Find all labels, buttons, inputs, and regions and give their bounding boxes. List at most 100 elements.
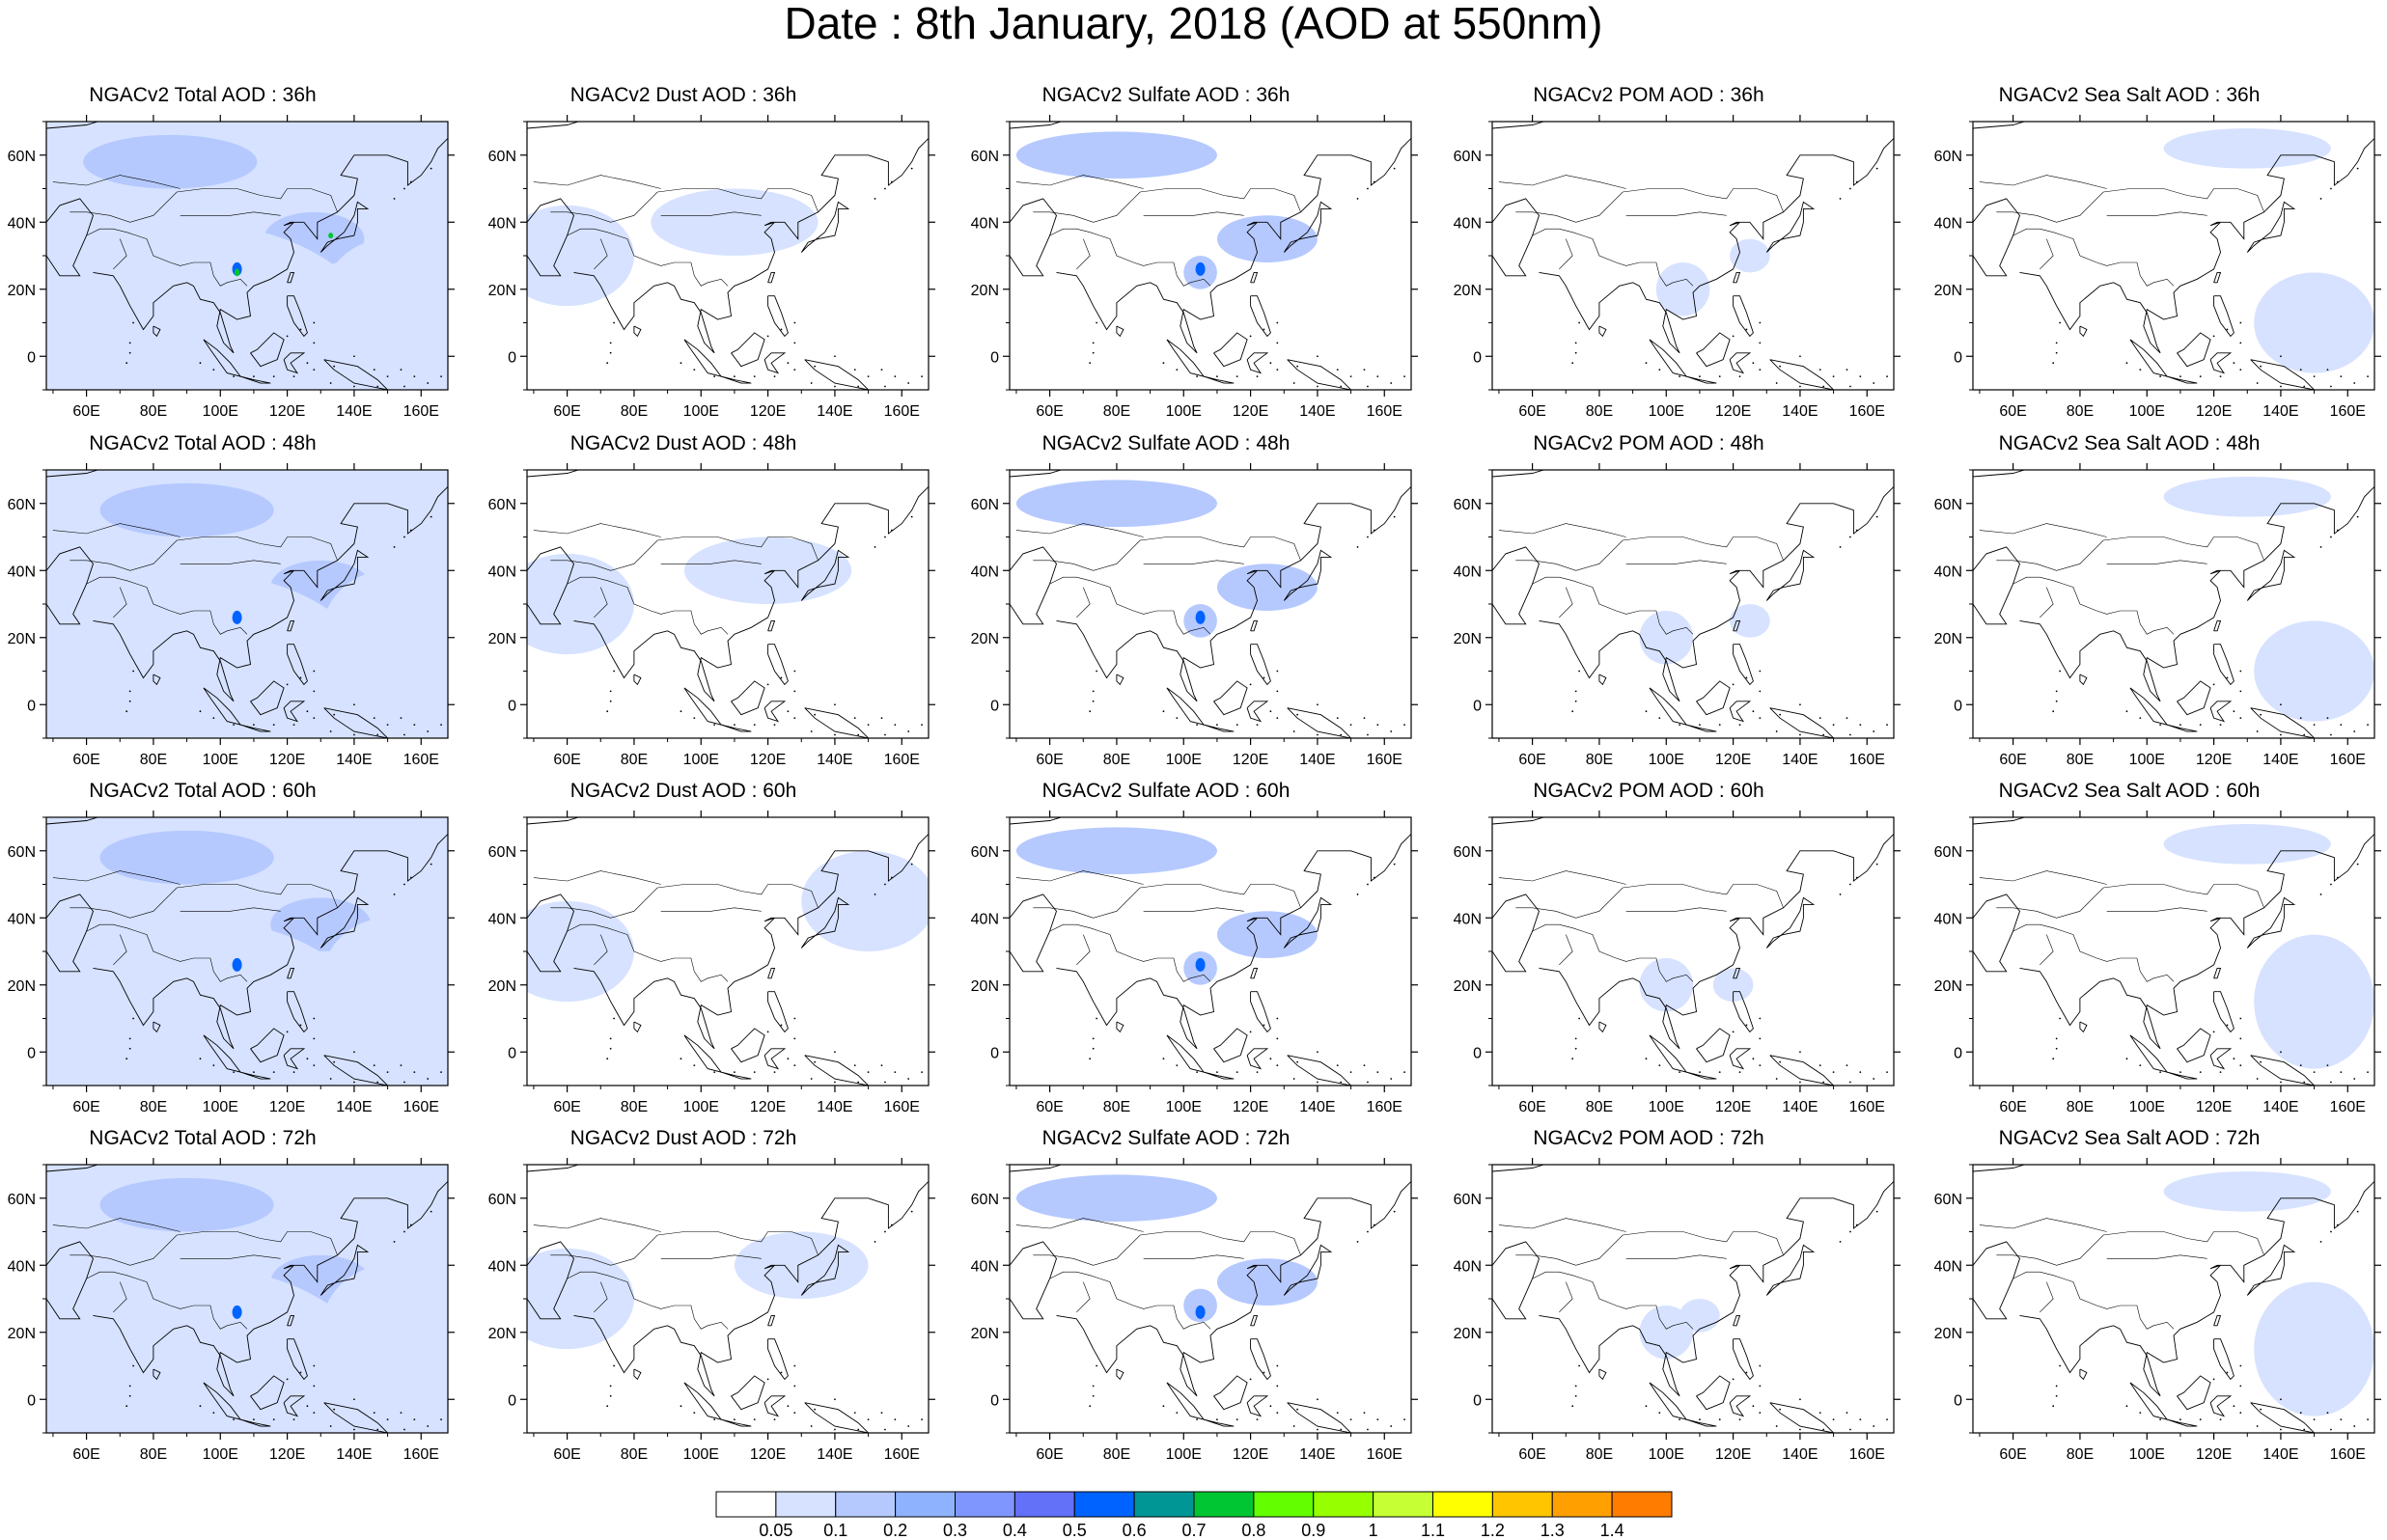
island-dot	[386, 375, 389, 377]
country-border	[1049, 228, 1211, 287]
island-dot	[413, 724, 416, 726]
lon-tick-label: 120E	[1233, 1446, 1268, 1463]
lon-tick-label: 100E	[1649, 1446, 1684, 1463]
lon-tick-label: 60E	[72, 1099, 99, 1115]
coastlines	[1973, 122, 2374, 390]
island-dot	[867, 375, 870, 377]
colorbar-swatch	[1611, 1491, 1673, 1518]
island-dot	[212, 1064, 215, 1067]
coastline	[1539, 138, 1894, 354]
colorbar-label: 0.5	[1063, 1521, 1087, 1540]
island-dot	[907, 1078, 910, 1080]
island-dot	[2226, 328, 2229, 331]
lon-tick-label: 160E	[2330, 1099, 2366, 1115]
coastline	[1765, 1244, 1816, 1296]
island-dot	[1393, 167, 1396, 170]
island-dot	[427, 1078, 430, 1080]
island-dot	[333, 365, 336, 368]
lat-tick-label: 20N	[8, 631, 36, 647]
aod-blob	[1216, 564, 1318, 611]
island-dot	[884, 385, 886, 388]
island-dot	[1276, 342, 1279, 344]
island-dot	[2330, 1428, 2332, 1431]
lon-tick-label: 140E	[2262, 1099, 2298, 1115]
island-dot	[1092, 342, 1095, 344]
island-dot	[1390, 730, 1393, 732]
lat-tick-label: 20N	[1934, 631, 1962, 647]
island-dot	[1096, 670, 1098, 673]
islands	[606, 167, 923, 388]
island-dot	[884, 733, 886, 736]
island-dot	[1276, 1364, 1279, 1367]
lat-tick-label: 40N	[488, 911, 516, 927]
coastline	[804, 1402, 870, 1433]
coastline	[1492, 894, 1540, 973]
island-dot	[613, 670, 616, 673]
island-dot	[1645, 710, 1648, 713]
island-dot	[430, 515, 432, 518]
island-dot	[212, 369, 215, 371]
aod-blob	[1655, 261, 1710, 316]
island-dot	[313, 369, 316, 371]
country-border	[2040, 1281, 2054, 1313]
island-dot	[2233, 362, 2235, 365]
aod-blob	[320, 570, 448, 705]
island-dot	[1699, 1418, 1701, 1420]
island-dot	[427, 382, 430, 384]
islands	[1089, 863, 1405, 1084]
map-svg: 60E 80E 100E 120E 140E 160E 60N 40N 20N 0	[8, 811, 455, 1115]
borders	[1979, 1218, 2264, 1330]
borders	[1979, 870, 2264, 982]
island-dot	[2219, 724, 2222, 726]
lat-tick-label: 0	[990, 349, 999, 366]
coastline	[2177, 332, 2211, 368]
island-dot	[306, 710, 309, 713]
island-dot	[890, 876, 893, 879]
island-dot	[734, 1071, 736, 1073]
country-border	[1515, 536, 1784, 571]
lon-tick-label: 60E	[553, 403, 580, 420]
island-dot	[1235, 375, 1238, 377]
island-dot	[921, 724, 923, 726]
island-dot	[403, 733, 405, 736]
island-dot	[880, 1412, 883, 1415]
island-dot	[2303, 733, 2306, 736]
island-dot	[1752, 362, 1755, 365]
island-dot	[430, 863, 432, 866]
lon-tick-label: 80E	[2067, 1446, 2094, 1463]
islands	[1089, 167, 1405, 388]
coastline	[2177, 680, 2211, 716]
island-dot	[1818, 1064, 1821, 1067]
lon-tick-label: 120E	[1233, 1099, 1268, 1115]
coastline	[1539, 1181, 1894, 1397]
island-dot	[400, 1064, 402, 1067]
lat-tick-label: 0	[508, 698, 516, 714]
island-dot	[1745, 328, 1748, 331]
island-dot	[2212, 683, 2215, 686]
lat-tick-label: 0	[1473, 1045, 1482, 1061]
island-dot	[1373, 529, 1375, 532]
island-dot	[2212, 335, 2215, 338]
country-border	[1515, 884, 1784, 919]
island-dot	[1216, 1418, 1218, 1420]
country-border	[1076, 934, 1091, 966]
lon-tick-label: 120E	[2196, 752, 2232, 768]
island-dot	[773, 1071, 776, 1073]
island-dot	[606, 710, 609, 713]
island-dot	[2299, 369, 2302, 371]
island-dot	[1373, 180, 1375, 183]
aod-blob	[1015, 827, 1217, 875]
island-dot	[609, 700, 612, 702]
island-dot	[1745, 676, 1748, 679]
lon-tick-label: 120E	[750, 1446, 786, 1463]
coastlines	[46, 122, 448, 390]
lon-tick-label: 160E	[2330, 752, 2366, 768]
island-dot	[1296, 1408, 1299, 1411]
island-dot	[2139, 369, 2142, 371]
island-dot	[409, 180, 412, 183]
island-dot	[2179, 724, 2181, 726]
coastline	[287, 644, 308, 686]
lon-tick-label: 160E	[1367, 403, 1402, 420]
island-dot	[780, 1024, 783, 1027]
island-dot	[403, 536, 405, 538]
